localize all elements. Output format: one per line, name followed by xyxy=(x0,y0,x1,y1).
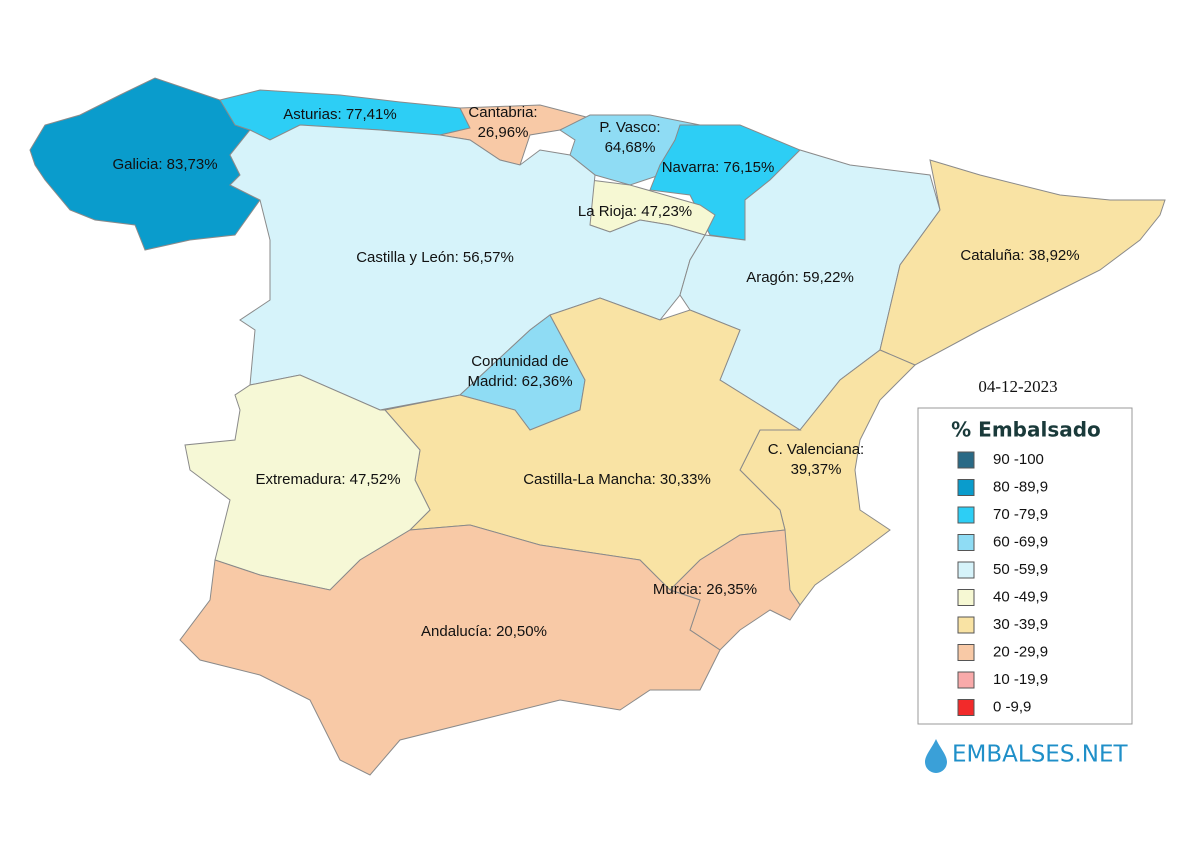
region-label: Murcia: 26,35% xyxy=(653,581,757,598)
legend-label: 60 -69,9 xyxy=(993,533,1048,550)
region-label: Castilla y León: 56,57% xyxy=(356,249,514,266)
legend-label: 0 -9,9 xyxy=(993,698,1031,715)
date: 04-12-2023 xyxy=(978,377,1057,396)
region-label: Castilla-La Mancha: 30,33% xyxy=(523,471,711,488)
legend-swatch xyxy=(957,451,975,469)
region-label: Andalucía: 20,50% xyxy=(421,623,547,640)
legend-swatch xyxy=(957,644,975,661)
legend-label: 50 -59,9 xyxy=(993,561,1048,578)
legend-label: 20 -29,9 xyxy=(993,643,1048,660)
legend-swatch xyxy=(957,699,975,716)
legend-swatch xyxy=(957,534,975,551)
region-label: Galicia: 83,73% xyxy=(112,156,217,173)
labels: Galicia: 83,73% Asturias: 77,41% Cantabria… xyxy=(112,104,1079,640)
legend-label: 80 -89,9 xyxy=(993,478,1048,495)
legend-swatch xyxy=(957,616,975,634)
region-label: Madrid: 62,36% xyxy=(467,373,572,390)
region-label: Comunidad de xyxy=(471,353,569,370)
legend-swatch xyxy=(957,479,975,496)
legend-swatch xyxy=(957,561,975,579)
region-label: Asturias: 77,41% xyxy=(283,106,396,123)
legend-swatch xyxy=(957,589,975,606)
region-label: C. Valenciana: xyxy=(768,441,864,458)
legend-items: 90 -100 80 -89,9 70 -79,9 60 -69,9 50 -59,9 4… xyxy=(957,451,1048,716)
brand-icon xyxy=(925,739,947,773)
legend-label: 90 -100 xyxy=(993,451,1044,468)
legend-swatch xyxy=(957,671,975,689)
region-label: Extremadura: 47,52% xyxy=(255,471,400,488)
brand: EMBALSES.NET xyxy=(952,742,1128,768)
region-label: 64,68% xyxy=(605,139,656,156)
region-label: Aragón: 59,22% xyxy=(746,269,854,286)
legend-label: 30 -39,9 xyxy=(993,616,1048,633)
region-label: Cantabria: xyxy=(468,104,537,121)
region-label: Cataluña: 38,92% xyxy=(960,247,1079,264)
region-label: 26,96% xyxy=(478,124,529,141)
legend-label: 40 -49,9 xyxy=(993,588,1048,605)
legend-swatch xyxy=(957,506,975,524)
region-label: La Rioja: 47,23% xyxy=(578,203,692,220)
legend-label: 70 -79,9 xyxy=(993,506,1048,523)
legend-box xyxy=(917,407,1133,725)
legend-title: % Embalsado xyxy=(951,418,1101,442)
region-label: P. Vasco: xyxy=(599,119,660,136)
region xyxy=(879,159,1166,366)
legend-label: 10 -19,9 xyxy=(993,671,1048,688)
region xyxy=(179,524,721,776)
region-label: Navarra: 76,15% xyxy=(662,159,775,176)
region-label: 39,37% xyxy=(791,461,842,478)
regions xyxy=(29,77,1166,776)
